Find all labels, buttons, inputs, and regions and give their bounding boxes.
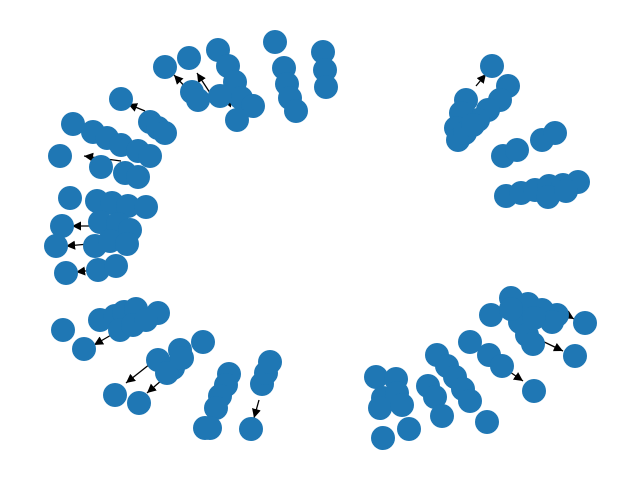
graph-node: [263, 30, 287, 54]
graph-node: [313, 58, 337, 82]
graph-node: [204, 396, 228, 420]
graph-node: [127, 391, 151, 415]
graph-node: [109, 87, 133, 111]
graph-node: [208, 84, 232, 108]
graph-node: [104, 254, 128, 278]
graph-node: [225, 108, 249, 132]
graph-edge: [252, 399, 261, 419]
graph-node: [170, 346, 194, 370]
graph-node: [475, 410, 499, 434]
graph-node: [89, 155, 113, 179]
graph-node: [51, 318, 75, 342]
graph-node: [126, 165, 150, 189]
graph-node: [155, 361, 179, 385]
graph-edge: [509, 371, 524, 382]
graph-node: [499, 297, 523, 321]
graph-node: [239, 417, 263, 441]
graph-node: [458, 389, 482, 413]
graph-node: [54, 261, 78, 285]
graph-node: [364, 365, 388, 389]
graph-node: [153, 121, 177, 145]
graph-node: [134, 308, 158, 332]
graph-node: [198, 416, 222, 440]
graph-node: [186, 88, 210, 112]
graph-node: [115, 232, 139, 256]
graph-node: [430, 404, 454, 428]
nodes-layer: [44, 30, 597, 450]
graph-node: [540, 310, 564, 334]
graph-node: [371, 426, 395, 450]
graph-node: [116, 194, 140, 218]
graph-node: [58, 186, 82, 210]
graph-node: [103, 383, 127, 407]
graph-edge: [563, 310, 575, 320]
graph-node: [153, 55, 177, 79]
graph-node: [258, 350, 282, 374]
graph-node: [522, 379, 546, 403]
graph-node: [284, 99, 308, 123]
graph-node: [521, 332, 545, 356]
graph-node: [134, 195, 158, 219]
graph-node: [563, 344, 587, 368]
graph-node: [241, 94, 265, 118]
graph-node: [458, 330, 482, 354]
graph-node: [480, 54, 504, 78]
graph-node: [543, 121, 567, 145]
graph-node: [88, 210, 112, 234]
graph-node: [573, 311, 597, 335]
graph-node: [72, 337, 96, 361]
graph-node: [505, 138, 529, 162]
graph-edge: [475, 73, 487, 87]
graph-node: [50, 214, 74, 238]
graph-node: [138, 144, 162, 168]
graph-node: [554, 179, 578, 203]
graph-node: [397, 417, 421, 441]
graph-node: [48, 144, 72, 168]
graph-node: [44, 234, 68, 258]
graph-node: [61, 112, 85, 136]
graph-edge: [125, 363, 151, 384]
graph-node: [314, 75, 338, 99]
graph-node: [423, 385, 447, 409]
graph-node: [191, 330, 215, 354]
graph-node: [311, 40, 335, 64]
graph-node: [177, 46, 201, 70]
graph-node: [86, 258, 110, 282]
graph-node: [479, 303, 503, 327]
graph-node: [522, 306, 546, 330]
graph-node: [490, 354, 514, 378]
graph-node: [390, 393, 414, 417]
graph-node: [368, 396, 392, 420]
graph-node: [461, 113, 485, 137]
